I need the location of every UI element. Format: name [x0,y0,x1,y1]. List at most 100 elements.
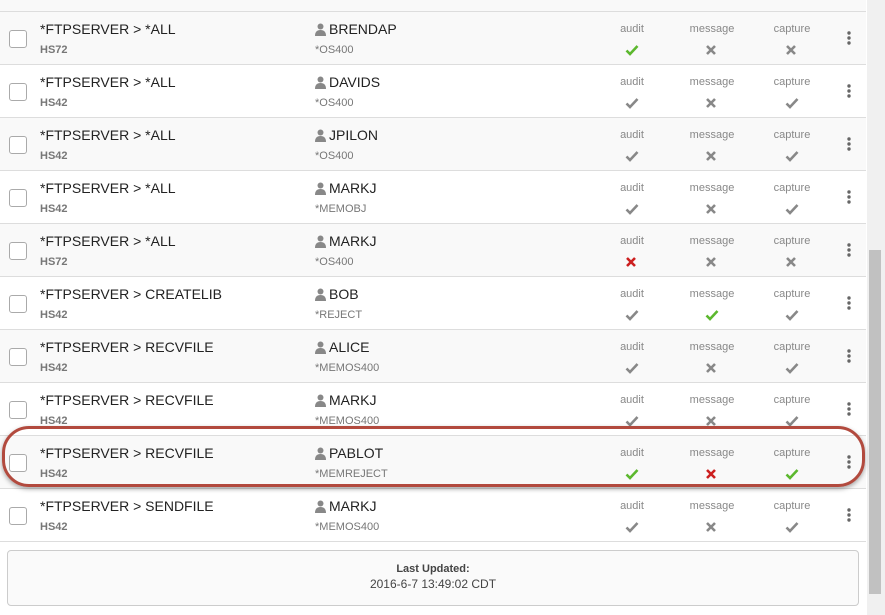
system-name: HS42 [40,309,68,321]
object-name: *OS400 [315,256,354,268]
rule-row[interactable]: *FTPSERVER > SENDFILE HS42 MARKJ *MEMOS400 a… [0,489,866,542]
system-name: HS42 [40,415,68,427]
row-menu[interactable] [847,243,851,262]
flag-icon [785,467,799,485]
flag-label: message [689,76,735,88]
checkbox[interactable] [9,136,27,154]
checkbox[interactable] [9,189,27,207]
user-icon [315,447,326,465]
rule-row[interactable]: *FTPSERVER > RECVFILE HS42 PABLOT *MEMREJEC… [0,436,866,489]
flag-icon [785,414,799,432]
flag-label: capture [773,182,811,194]
row-menu[interactable] [847,190,851,209]
user-icon [315,23,326,41]
flag-icon [705,149,717,167]
object-name: *OS400 [315,44,354,56]
footer-title: Last Updated: [396,563,470,575]
flag-icon [625,96,639,114]
flag-label: capture [773,235,811,247]
checkbox[interactable] [9,401,27,419]
flag-icon [705,520,717,538]
user-name: MARKJ [329,180,377,196]
system-name: HS42 [40,97,68,109]
rule-row[interactable]: *FTPSERVER > *ALL HS72 MARKJ *OS400 audit mes… [0,224,866,277]
user-name: ALICE [329,339,370,355]
scrollbar[interactable] [867,0,885,615]
row-menu[interactable] [847,508,851,527]
checkbox[interactable] [9,295,27,313]
rule-row[interactable]: *FTPSERVER > *ALL HS72 BRENDAP *OS400 audit m… [0,12,866,65]
flag-icon [785,255,797,273]
user-name: DAVIDS [329,74,381,90]
object-name: *OS400 [315,150,354,162]
footer: Last Updated: 2016-6-7 13:49:02 CDT [7,550,859,606]
flag-icon [705,308,719,326]
object-name: *MEMREJECT [315,468,388,480]
rule-row[interactable]: *FTPSERVER > RECVFILE HS42 ALICE *MEMOS400 a… [0,330,866,383]
user-name: JPILON [329,127,379,143]
flag-label: message [689,235,735,247]
flag-icon [785,149,799,167]
rule-name: *FTPSERVER > *ALL [40,180,176,196]
system-name: HS42 [40,150,68,162]
flag-icon [785,43,797,61]
flag-icon [705,43,717,61]
flag-icon [785,202,799,220]
flag-label: capture [773,23,811,35]
flag-label: capture [773,76,811,88]
user-name: BRENDAP [329,21,397,37]
flag-icon [625,43,639,61]
row-menu[interactable] [847,296,851,315]
checkbox[interactable] [9,30,27,48]
row-menu[interactable] [847,31,851,50]
checkbox[interactable] [9,242,27,260]
checkbox[interactable] [9,348,27,366]
rule-row[interactable]: *FTPSERVER > *ALL HS42 MARKJ *MEMOBJ audit me… [0,171,866,224]
flag-label: message [689,500,735,512]
row-menu[interactable] [847,84,851,103]
flag-label: audit [620,76,644,88]
flag-label: audit [620,341,644,353]
flag-label: capture [773,341,811,353]
flag-icon [625,520,639,538]
flag-label: audit [620,235,644,247]
rule-name: *FTPSERVER > *ALL [40,74,176,90]
flag-label: message [689,288,735,300]
rule-row[interactable]: *FTPSERVER > *ALL HS42 DAVIDS *OS400 audit me… [0,65,866,118]
flag-icon [705,467,717,485]
user-name: MARKJ [329,498,377,514]
system-name: HS72 [40,44,68,56]
flag-label: audit [620,447,644,459]
object-name: *MEMOBJ [315,203,367,215]
checkbox[interactable] [9,83,27,101]
checkbox[interactable] [9,507,27,525]
flag-label: message [689,394,735,406]
flag-icon [625,414,639,432]
rule-row[interactable]: *FTPSERVER > *ALL HS42 JPILON *OS400 audit me… [0,118,866,171]
rule-name: *FTPSERVER > *ALL [40,21,176,37]
row-menu[interactable] [847,402,851,421]
flag-label: audit [620,394,644,406]
flag-icon [705,255,717,273]
scroll-thumb[interactable] [869,250,881,594]
user-name: MARKJ [329,233,377,249]
flag-label: message [689,447,735,459]
rule-row[interactable]: *FTPSERVER > CREATELIB HS42 BOB *REJECT audi… [0,277,866,330]
flag-icon [705,414,717,432]
flag-label: message [689,341,735,353]
row-partial [0,0,866,12]
rule-name: *FTPSERVER > RECVFILE [40,392,214,408]
flag-label: message [689,129,735,141]
flag-icon [625,255,637,273]
flag-icon [625,149,639,167]
system-name: HS42 [40,203,68,215]
row-menu[interactable] [847,349,851,368]
row-menu[interactable] [847,137,851,156]
system-name: HS72 [40,256,68,268]
flag-icon [785,361,799,379]
flag-label: audit [620,129,644,141]
user-name: MARKJ [329,392,377,408]
flag-label: capture [773,288,811,300]
rule-name: *FTPSERVER > *ALL [40,127,176,143]
